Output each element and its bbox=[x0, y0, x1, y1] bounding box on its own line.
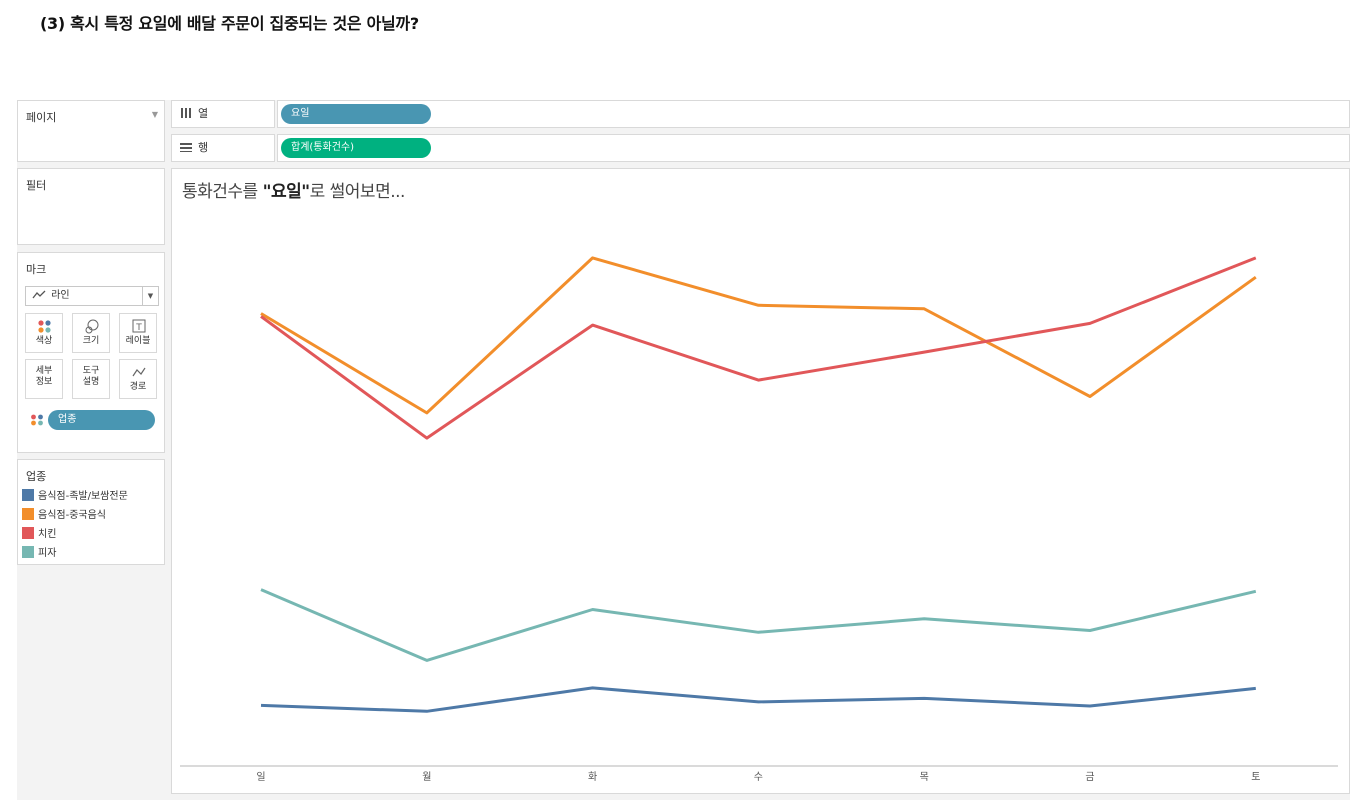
chart-title: 통화건수를 "요일"로 썰어보면... bbox=[182, 177, 405, 202]
rows-shelf[interactable]: 합계(통화건수) bbox=[277, 134, 1350, 162]
marks-card: 마크 라인 ▼ 색상 크기 T 레이블 세부 정보 bbox=[17, 252, 165, 453]
legend-item[interactable]: 음식점-중국음식 bbox=[22, 508, 106, 524]
text-label-icon: T bbox=[132, 319, 146, 333]
color-dots-icon bbox=[38, 320, 51, 333]
color-encoding-icon bbox=[31, 414, 43, 426]
line-mark-icon bbox=[32, 290, 46, 299]
legend-swatch bbox=[22, 546, 34, 558]
path-button[interactable]: 경로 bbox=[119, 359, 157, 399]
series-line[interactable] bbox=[260, 686, 1256, 713]
detail-button[interactable]: 세부 정보 bbox=[25, 359, 63, 399]
svg-text:T: T bbox=[135, 323, 142, 333]
chart-title-post: 로 썰어보면... bbox=[309, 182, 406, 202]
color-button[interactable]: 색상 bbox=[25, 313, 63, 353]
detail-label: 세부 정보 bbox=[35, 366, 53, 387]
tooltip-button[interactable]: 도구 설명 bbox=[72, 359, 110, 399]
path-label: 경로 bbox=[129, 382, 147, 392]
legend-item[interactable]: 음식점-족발/보쌈전문 bbox=[22, 489, 128, 505]
x-tick-label: 목 bbox=[920, 771, 929, 783]
legend-item[interactable]: 치킨 bbox=[22, 527, 56, 543]
x-tick-label: 화 bbox=[588, 771, 597, 783]
tableau-workspace: 페이지 ▼ 필터 마크 라인 ▼ 색상 크기 T bbox=[17, 100, 1350, 800]
path-icon bbox=[132, 367, 146, 377]
pages-card[interactable]: 페이지 ▼ bbox=[17, 100, 165, 162]
legend-title: 업종 bbox=[26, 470, 47, 483]
size-label: 크기 bbox=[82, 336, 100, 346]
legend-label: 음식점-족발/보쌈전문 bbox=[38, 491, 128, 502]
tooltip-label: 도구 설명 bbox=[82, 366, 100, 387]
x-tick-label: 토 bbox=[1251, 772, 1260, 783]
color-legend: 업종 음식점-족발/보쌈전문 음식점-중국음식 치킨 피자 bbox=[17, 459, 165, 565]
color-label: 색상 bbox=[35, 336, 53, 346]
legend-swatch bbox=[22, 489, 34, 501]
pages-title: 페이지 bbox=[26, 111, 57, 124]
rows-field-pill[interactable]: 합계(통화건수) bbox=[281, 138, 431, 158]
x-tick-label: 금 bbox=[1085, 771, 1094, 783]
marks-title: 마크 bbox=[26, 263, 47, 276]
filters-card[interactable]: 필터 bbox=[17, 168, 165, 245]
mark-type-label: 라인 bbox=[51, 290, 70, 301]
rows-shelf-label: 행 bbox=[171, 134, 275, 162]
legend-label: 치킨 bbox=[38, 529, 57, 540]
chevron-down-icon[interactable]: ▼ bbox=[151, 110, 158, 119]
page-heading: (3) 혹시 특정 요일에 배달 주문이 집중되는 것은 아닐까? bbox=[40, 14, 419, 33]
x-tick-label: 일 bbox=[256, 771, 265, 783]
rows-icon bbox=[180, 143, 192, 153]
chevron-down-icon[interactable]: ▼ bbox=[142, 287, 158, 305]
filters-title: 필터 bbox=[26, 179, 47, 192]
columns-label: 열 bbox=[198, 107, 209, 120]
legend-label: 음식점-중국음식 bbox=[38, 510, 107, 521]
color-field-pill[interactable]: 업종 bbox=[48, 410, 155, 430]
label-label: 레이블 bbox=[125, 336, 151, 346]
columns-shelf-label: 열 bbox=[171, 100, 275, 128]
mark-type-select[interactable]: 라인 ▼ bbox=[25, 286, 159, 306]
legend-swatch bbox=[22, 527, 34, 539]
label-button[interactable]: T 레이블 bbox=[119, 313, 157, 353]
legend-swatch bbox=[22, 508, 34, 520]
legend-label: 피자 bbox=[38, 548, 57, 559]
columns-icon bbox=[181, 108, 191, 118]
x-tick-label: 수 bbox=[754, 771, 763, 783]
series-line[interactable] bbox=[260, 588, 1257, 662]
chart-title-pre: 통화건수를 bbox=[182, 182, 263, 202]
columns-shelf[interactable]: 요일 bbox=[277, 100, 1350, 128]
legend-item[interactable]: 피자 bbox=[22, 546, 56, 562]
size-button[interactable]: 크기 bbox=[72, 313, 110, 353]
chart-title-bold: "요일" bbox=[262, 182, 311, 202]
size-icon bbox=[85, 319, 99, 334]
series-line[interactable] bbox=[260, 256, 1257, 415]
chart-view: 통화건수를 "요일"로 썰어보면... 일 월 화 수 목 금 토 bbox=[171, 168, 1350, 794]
columns-field-pill[interactable]: 요일 bbox=[281, 104, 431, 124]
series-line[interactable] bbox=[260, 256, 1257, 440]
rows-label: 행 bbox=[198, 141, 209, 154]
x-tick-label: 월 bbox=[422, 771, 431, 783]
